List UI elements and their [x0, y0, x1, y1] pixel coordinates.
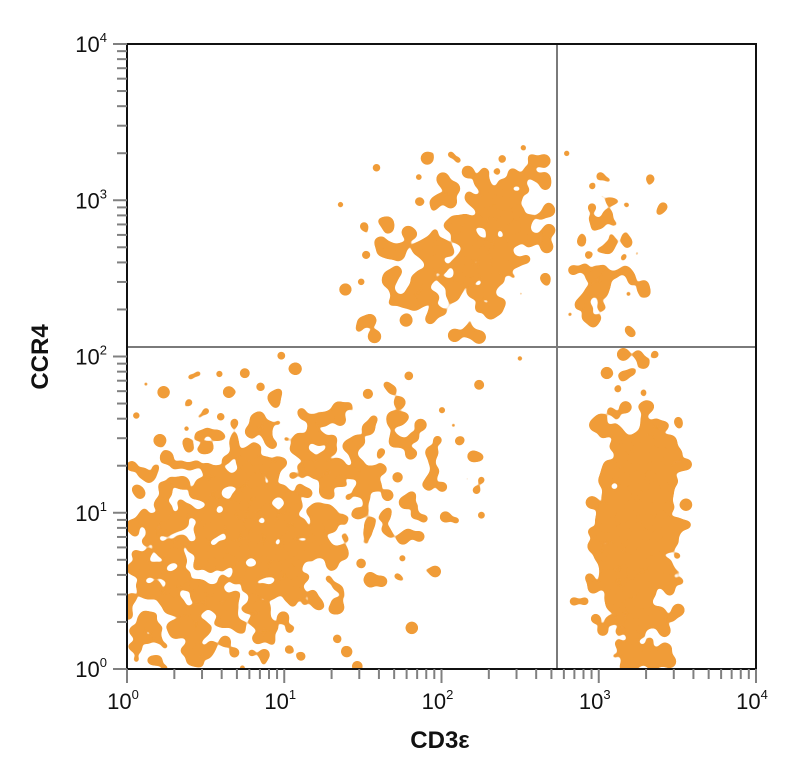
- y-tick-label: 100: [75, 655, 107, 682]
- x-tick-label: 104: [736, 687, 768, 714]
- y-axis-title: CCR4: [27, 324, 54, 390]
- y-tick-label: 103: [75, 186, 107, 213]
- y-axis-ticks: [113, 43, 127, 670]
- x-tick-label: 102: [422, 687, 454, 714]
- y-tick-label: 104: [75, 30, 107, 57]
- y-tick-label: 101: [75, 499, 107, 526]
- y-tick-label: 102: [75, 343, 107, 370]
- y-axis-tick-labels: 100 101 102 103 104: [75, 30, 107, 682]
- x-axis-tick-labels: 100 101 102 103 104: [107, 687, 768, 714]
- x-tick-label: 101: [264, 687, 296, 714]
- x-tick-label: 100: [107, 687, 139, 714]
- x-axis-title: CD3ε: [410, 727, 469, 754]
- density-contours: [128, 143, 693, 669]
- x-axis-ticks: [126, 669, 757, 683]
- x-tick-label: 103: [579, 687, 611, 714]
